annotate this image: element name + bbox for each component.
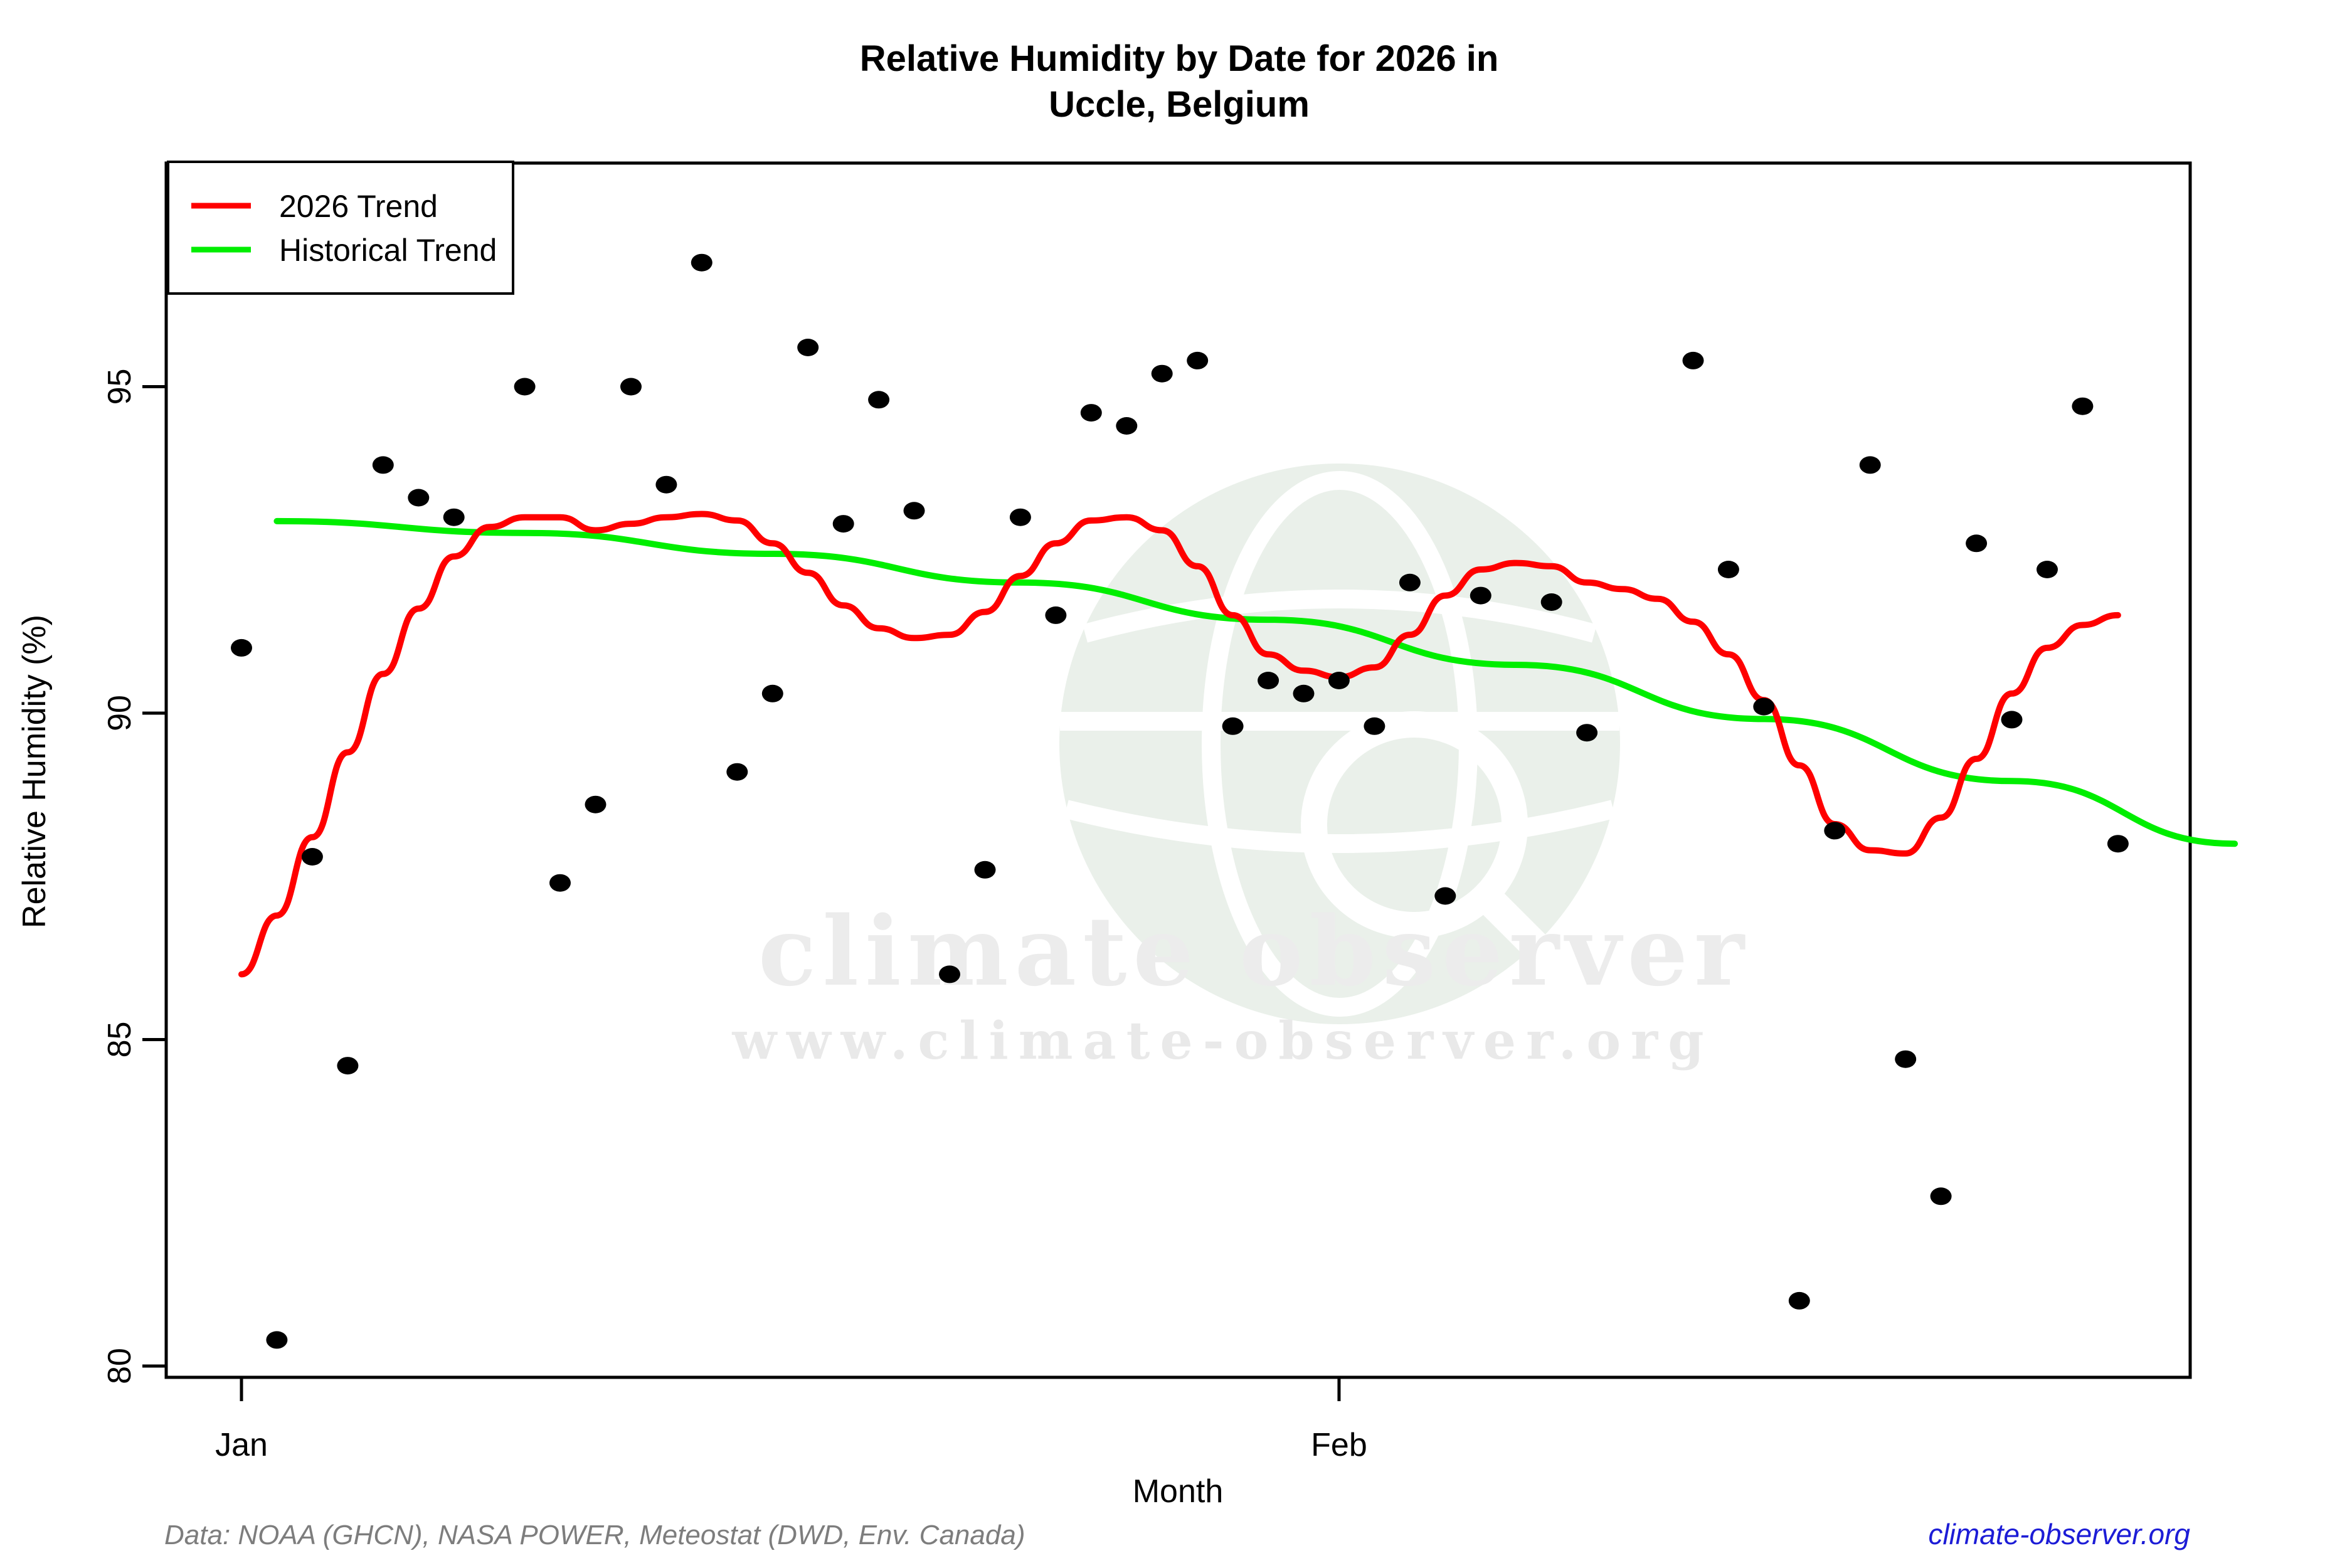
data-point [2037, 561, 2058, 578]
data-point [2107, 835, 2129, 853]
data-point [868, 391, 890, 409]
data-point [1824, 822, 1846, 840]
data-point [832, 515, 854, 533]
data-point [1470, 586, 1491, 605]
data-point [1576, 724, 1598, 742]
trend-2026-line [238, 511, 2121, 978]
data-point [1364, 717, 1385, 735]
x-tick-label: Feb [1311, 1427, 1367, 1463]
legend-box: 2026 Trend Historical Trend [167, 161, 514, 295]
data-point [301, 848, 323, 866]
data-point [939, 965, 960, 983]
data-point [1895, 1050, 1917, 1068]
y-tick-label: 85 [102, 1022, 138, 1058]
data-point [372, 456, 394, 474]
data-point [761, 684, 783, 702]
data-point [1009, 508, 1031, 526]
data-point [1930, 1187, 1952, 1205]
trend-2026-path [238, 511, 2121, 978]
data-point [1788, 1291, 1810, 1310]
y-axis-title: Relative Humidity (%) [16, 615, 53, 928]
data-point [1116, 417, 1138, 435]
data-point [726, 763, 748, 781]
watermark: climate observer www.climate-observer.or… [731, 464, 1751, 1071]
data-point [443, 508, 465, 526]
scatter-points [231, 253, 2129, 1349]
data-point [620, 378, 642, 396]
data-point [1753, 697, 1775, 716]
data-point [2072, 397, 2094, 415]
y-tick-label: 80 [102, 1348, 138, 1384]
data-point [266, 1331, 288, 1349]
x-tick-label: Jan [215, 1427, 268, 1463]
data-point [1222, 717, 1244, 735]
data-point [1151, 364, 1173, 383]
data-point [1293, 684, 1315, 702]
data-point [549, 874, 571, 892]
chart-title-line2: Uccle, Belgium [1049, 84, 1310, 125]
legend-label-historical: Historical Trend [279, 233, 497, 268]
data-point [903, 502, 925, 520]
data-point [514, 378, 536, 396]
data-point [2001, 711, 2023, 729]
data-point [231, 638, 252, 657]
data-point [1682, 351, 1704, 369]
data-point [1966, 534, 1988, 553]
axis-ticks: 80 85 90 95 Jan Feb [102, 369, 1367, 1463]
site-link[interactable]: climate-observer.org [1928, 1518, 2190, 1550]
data-point [337, 1057, 359, 1075]
data-point [1080, 404, 1102, 422]
data-point [1328, 672, 1350, 689]
data-point [408, 489, 430, 507]
data-point [974, 861, 996, 879]
data-point [1434, 887, 1456, 905]
legend-label-2026: 2026 Trend [279, 189, 438, 224]
data-point [1717, 561, 1739, 578]
data-point [1540, 593, 1562, 611]
watermark-big-text: climate observer [758, 895, 1751, 1007]
chart-title-line1: Relative Humidity by Date for 2026 in [860, 38, 1499, 79]
historical-trend-line [273, 517, 2238, 847]
data-source-note: Data: NOAA (GHCN), NASA POWER, Meteostat… [164, 1520, 1025, 1550]
data-point [655, 475, 677, 494]
data-point [797, 339, 819, 356]
data-point [1045, 606, 1067, 624]
data-point [1258, 672, 1279, 689]
y-tick-label: 90 [102, 695, 138, 731]
watermark-small-text: www.climate-observer.org [731, 1011, 1714, 1071]
historical-trend-path [273, 517, 2238, 847]
x-axis-title: Month [1133, 1473, 1224, 1510]
data-point [1399, 573, 1421, 591]
y-tick-label: 95 [102, 369, 138, 405]
data-point [1187, 351, 1209, 369]
plot-border [164, 161, 2192, 1379]
data-point [1859, 456, 1881, 474]
data-point [691, 253, 712, 272]
data-point [585, 795, 607, 813]
